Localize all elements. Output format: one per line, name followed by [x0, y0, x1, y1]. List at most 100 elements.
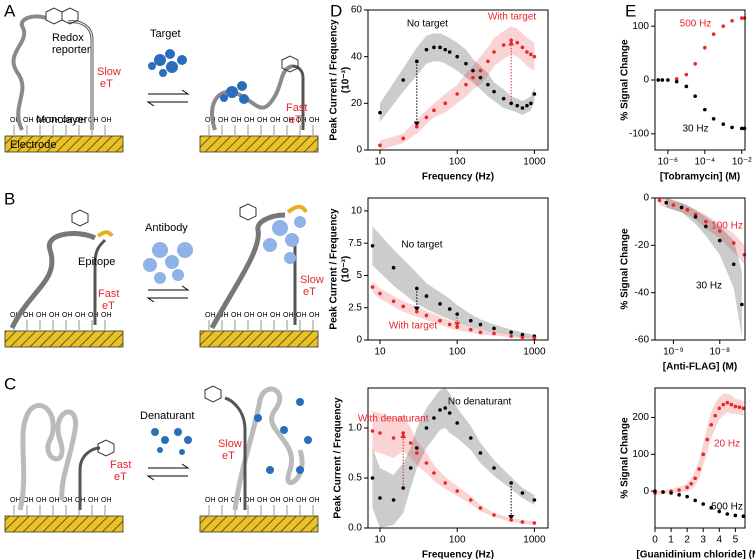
surface-group: OH	[23, 117, 34, 124]
data-point	[717, 406, 722, 411]
data-point	[664, 200, 669, 205]
error-band	[372, 411, 535, 525]
y-tick-label: 1.0	[348, 423, 362, 434]
data-point	[391, 436, 396, 440]
surface-group: OH	[257, 312, 268, 319]
data-point	[725, 512, 730, 516]
data-point	[721, 24, 726, 28]
data-point	[432, 471, 436, 475]
data-point	[669, 491, 673, 495]
x-tick-label: 10	[374, 347, 386, 358]
y-tick-label: 0.5	[348, 473, 362, 484]
label: Fast	[98, 288, 119, 300]
data-point	[737, 405, 742, 409]
y-axis-label: % Signal Change	[620, 228, 631, 310]
data-point	[656, 78, 661, 82]
data-point	[501, 43, 506, 47]
error-band	[379, 33, 535, 123]
x-tick-label: 1000	[523, 535, 546, 546]
data-point	[693, 94, 697, 98]
data-point	[370, 476, 375, 480]
data-point	[520, 106, 525, 110]
data-point	[401, 431, 406, 435]
x-tick-label: 2	[684, 535, 690, 546]
panel-letter: B	[4, 189, 15, 208]
series-label: No target	[406, 18, 448, 30]
x-axis-label: [Tobramycin] (M)	[660, 172, 740, 183]
data-point	[455, 312, 459, 316]
data-point	[468, 318, 473, 323]
data-point	[378, 110, 382, 115]
x-tick-label: 1	[668, 535, 674, 546]
data-point	[370, 429, 375, 433]
label: eT	[303, 286, 316, 298]
surface-group: OH	[296, 312, 307, 319]
y-axis-unit: (10⁻³)	[341, 256, 352, 282]
y-tick-label: 0	[356, 145, 362, 156]
data-point	[515, 40, 520, 45]
data-point	[468, 436, 473, 440]
data-point	[677, 493, 681, 497]
data-point	[532, 498, 537, 502]
plot-frame	[367, 197, 549, 341]
label: eT	[100, 78, 113, 90]
data-point	[455, 54, 459, 59]
surface-group: OH	[88, 497, 99, 504]
label: eT	[114, 471, 127, 483]
surface-group: OH	[205, 497, 216, 504]
label: Monolayer	[36, 114, 88, 126]
surface-group: OH	[205, 117, 216, 124]
data-point	[721, 122, 726, 126]
y-tick-label: 10	[351, 206, 363, 217]
data-point	[443, 481, 448, 485]
data-point	[733, 513, 738, 518]
x-tick-label: 100	[449, 535, 466, 546]
data-point	[733, 404, 738, 409]
surface-group: OH	[231, 312, 242, 319]
data-point	[478, 322, 483, 327]
data-point	[713, 413, 718, 418]
data-point	[443, 101, 448, 106]
data-point	[455, 325, 459, 329]
data-point	[520, 333, 525, 337]
series-label: With target	[388, 320, 438, 332]
surface-group: OH	[270, 117, 281, 124]
data-point	[532, 521, 537, 525]
arrow-head	[400, 433, 407, 438]
y-tick-label: 100	[632, 449, 649, 460]
surface-group: OH	[10, 312, 21, 319]
y-axis-label: Peak Current / Frequency	[333, 397, 344, 519]
data-point	[721, 402, 726, 407]
plot-frame	[654, 387, 746, 529]
data-point	[408, 466, 413, 470]
data-point	[443, 406, 448, 410]
electrodes	[4, 135, 319, 533]
y-tick-label: -100	[629, 128, 649, 139]
surface-group: OH	[283, 117, 294, 124]
data-point	[415, 59, 419, 64]
label: Slow	[97, 66, 121, 78]
y-tick-label: 2.5	[348, 302, 362, 313]
data-point	[741, 406, 746, 411]
surface-group: OH	[36, 117, 47, 124]
surface-group: OH	[218, 312, 229, 319]
data-point	[447, 411, 452, 415]
data-point	[424, 313, 429, 318]
data-point	[447, 50, 452, 54]
data-point	[432, 45, 436, 50]
data-point	[509, 334, 513, 338]
y-tick-label: 60	[351, 5, 363, 16]
data-point	[725, 400, 730, 405]
error-band	[379, 26, 535, 150]
error-band	[372, 226, 535, 338]
label: Antibody	[145, 222, 188, 234]
y-axis-label: % Signal Change	[620, 39, 631, 121]
data-point	[370, 243, 375, 248]
data-point	[685, 208, 690, 212]
series-label: 30 Hz	[682, 123, 709, 135]
y-axis-label: Peak Current / Frequency	[329, 208, 340, 330]
plot-frame	[654, 9, 746, 151]
data-point	[478, 330, 483, 335]
data-point	[717, 229, 722, 233]
